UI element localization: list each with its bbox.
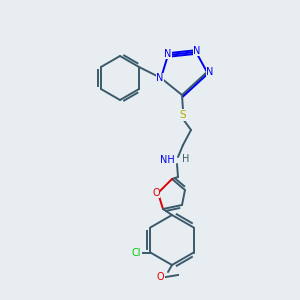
Text: N: N	[193, 46, 201, 56]
Text: NH: NH	[160, 155, 175, 165]
Text: N: N	[156, 73, 164, 83]
Text: Cl: Cl	[132, 248, 141, 257]
Text: O: O	[152, 188, 160, 198]
Text: N: N	[164, 49, 172, 59]
Text: S: S	[180, 110, 186, 120]
Text: N: N	[206, 67, 214, 77]
Text: O: O	[156, 272, 164, 282]
Text: H: H	[182, 154, 189, 164]
